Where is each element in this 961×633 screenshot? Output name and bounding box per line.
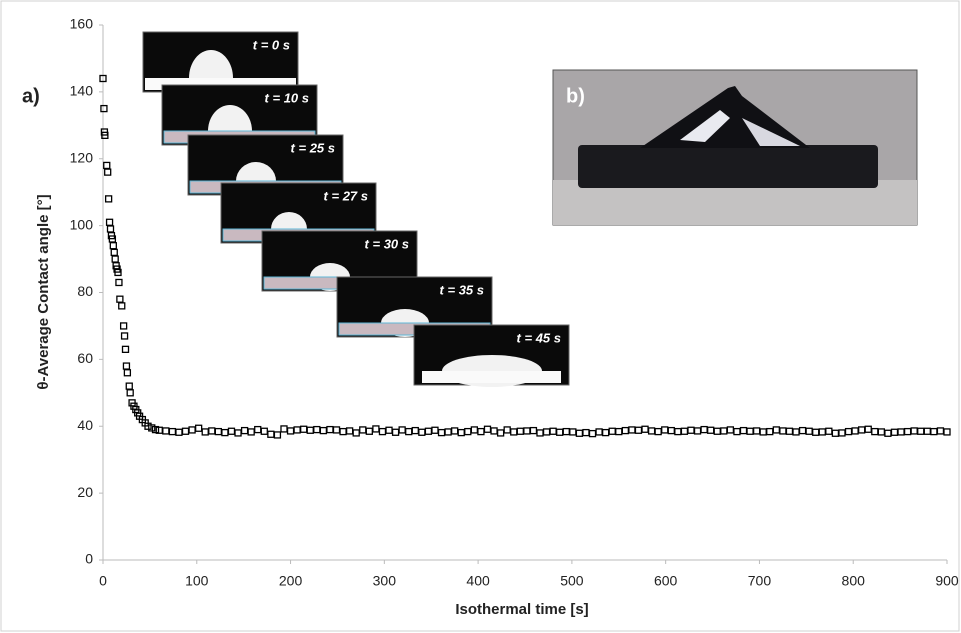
inset-label: t = 35 s [440, 282, 484, 297]
y-tick-label: 100 [70, 216, 94, 232]
substrate [422, 371, 561, 383]
point [116, 295, 124, 303]
point [114, 268, 122, 277]
point [151, 425, 160, 434]
x-tick-label: 600 [654, 573, 678, 589]
y-tick-label: 0 [85, 551, 93, 567]
y-tick-label: 60 [77, 350, 93, 366]
x-tick-label: 700 [748, 573, 772, 589]
point [125, 382, 133, 390]
point [106, 225, 115, 233]
x-tick-label: 100 [185, 573, 209, 589]
y-tick-label: 140 [70, 83, 94, 99]
point [122, 362, 131, 370]
photo: b) [552, 69, 918, 226]
point [111, 255, 119, 263]
inset-label: t = 10 s [265, 90, 309, 105]
point [120, 332, 129, 340]
inset-label: t = 30 s [365, 236, 409, 251]
y-tick-label: 80 [77, 283, 93, 299]
x-tick-label: 400 [466, 573, 490, 589]
point [148, 424, 156, 432]
point [943, 428, 951, 436]
point [126, 389, 134, 397]
x-axis-label: Isothermal time [s] [455, 601, 588, 618]
y-axis-label: θ-Average Contact angle [°] [35, 194, 52, 389]
y-tick-label: 120 [70, 149, 94, 165]
y-tick-label: 20 [77, 484, 93, 500]
x-tick-label: 0 [99, 573, 107, 589]
inset-label: t = 0 s [253, 37, 290, 52]
x-tick-label: 200 [279, 573, 303, 589]
point [104, 168, 112, 176]
point [110, 248, 118, 257]
point [109, 242, 117, 250]
point [99, 74, 107, 83]
x-tick-label: 800 [842, 573, 866, 589]
panel-label: b) [566, 85, 585, 107]
point [115, 278, 123, 287]
x-tick-label: 500 [560, 573, 584, 589]
point [119, 322, 128, 330]
point [195, 424, 203, 432]
y-tick-label: 40 [77, 417, 93, 433]
point [100, 104, 108, 113]
x-tick-label: 300 [373, 573, 397, 589]
inset-label: t = 25 s [291, 140, 335, 155]
y-tick-label: 160 [70, 16, 94, 32]
point [108, 235, 117, 243]
point [144, 422, 152, 430]
insets: t = 0 s t = 10 s t = 25 s t = 27 s t = 30 s t… [142, 31, 570, 387]
panel-label: a) [22, 85, 40, 107]
point [104, 195, 113, 203]
inset-label: t = 27 s [324, 188, 368, 203]
point [105, 218, 114, 226]
inset-label: t = 45 s [517, 330, 561, 345]
point [118, 302, 126, 310]
point [121, 345, 130, 353]
point [123, 369, 132, 377]
point [101, 131, 109, 139]
point [103, 161, 111, 170]
point [273, 431, 282, 439]
x-tick-label: 900 [935, 573, 959, 589]
